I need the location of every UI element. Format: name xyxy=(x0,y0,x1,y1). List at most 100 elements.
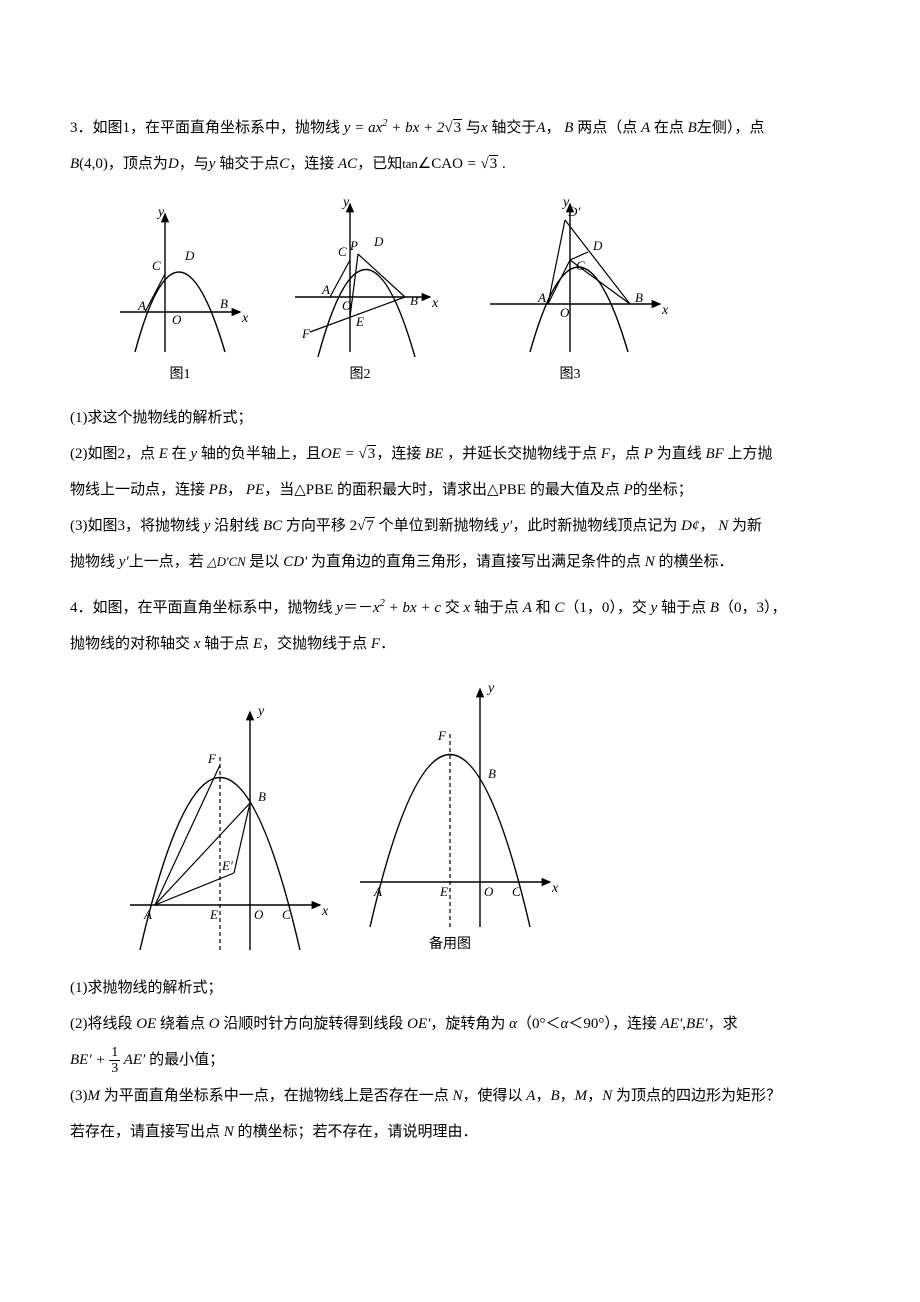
p4p2l2-p: + xyxy=(92,1052,110,1068)
p3p3-Dp: D¢ xyxy=(677,518,699,534)
p3p2l2-PB: PB xyxy=(205,482,227,498)
svg-text:A: A xyxy=(137,298,146,313)
problem-4: 4．如图，在平面直角坐标系中，抛物线 y＝－x2 + bx + c 交 x 轴于… xyxy=(70,590,860,1150)
p3p2-BE: BE xyxy=(421,446,443,462)
p3p3l2-c: 是以 xyxy=(246,554,280,570)
p4p2-AEp: AE′ xyxy=(657,1016,682,1032)
p3p3l2-d: 为直角边的直角三角形，请直接写出满足条件的点 xyxy=(307,554,641,570)
p3p2-P: P xyxy=(640,446,653,462)
p4-y: y xyxy=(333,600,343,616)
svg-text:E: E xyxy=(209,907,218,922)
p3p2-m7: 上方抛 xyxy=(724,446,773,462)
svg-text:C: C xyxy=(576,258,585,273)
svg-text:C: C xyxy=(282,907,291,922)
p3-fig1-label: 图1 xyxy=(110,364,250,385)
p3p2-F: F xyxy=(597,446,610,462)
p3p3-m1: 沿射线 xyxy=(210,518,259,534)
p4-m2: 轴于点 xyxy=(470,600,519,616)
p3-fig2: y x A B C D E F P O 图2 xyxy=(280,192,440,385)
p4p2l2-frac: 13 xyxy=(109,1045,120,1077)
svg-text:C: C xyxy=(338,244,347,259)
svg-text:F: F xyxy=(437,728,447,743)
svg-text:y: y xyxy=(156,205,165,220)
p3l2-m4: ，连接 xyxy=(289,156,334,172)
p3-part3-l2: 抛物线 y′上一点，若 △D'CN 是以 CD' 为直角边的直角三角形，请直接写… xyxy=(70,544,860,580)
p3l2-sqrtarg: 3 xyxy=(489,155,499,172)
p4-co1: （1，0），交 xyxy=(564,600,647,616)
p3p2-E: E xyxy=(155,446,168,462)
p4p3l2-a: 若存在，请直接写出点 xyxy=(70,1124,220,1140)
p3p2l2-c: ，当 xyxy=(264,482,294,498)
p3-c1: ， xyxy=(546,120,561,136)
svg-text:A: A xyxy=(321,282,330,297)
p4-fig2: y x A C E B F O 备用图 xyxy=(340,672,560,955)
p4-C: C xyxy=(551,600,565,616)
p4-line2: 抛物线的对称轴交 x 轴于点 E，交抛物线于点 F． xyxy=(70,626,860,662)
p3l2-C: C xyxy=(279,156,289,172)
p3-fig3-label: 图3 xyxy=(470,364,670,385)
p4p2-m1: 绕着点 xyxy=(156,1016,205,1032)
p4l2-pre: 抛物线的对称轴交 xyxy=(70,636,190,652)
p4-B: B xyxy=(706,600,719,616)
p4p3-c1: ， xyxy=(535,1088,550,1104)
p3p3-m3: 个单位到新抛物线 xyxy=(375,518,499,534)
p3p2-eq: = xyxy=(341,446,359,462)
p3l2-AC: AC xyxy=(334,156,357,172)
p3p3l2-N2: N xyxy=(641,554,655,570)
p3-fig2-svg: y x A B C D E F P O xyxy=(280,192,440,362)
p4l2-p: ． xyxy=(380,636,395,652)
svg-text:O: O xyxy=(484,884,494,899)
p4-fig1: y x A C E E′ B F O xyxy=(110,695,330,955)
p3-eq-a: ax xyxy=(368,120,382,136)
p4p3-N: N xyxy=(449,1088,463,1104)
svg-text:B: B xyxy=(635,290,643,305)
p3p3l2-e: 的横坐标． xyxy=(655,554,734,570)
p3l2-m5: ，已知 xyxy=(357,156,402,172)
p4-rest: ＝－ xyxy=(343,600,373,616)
p3p3-m4: ，此时新抛物线顶点记为 xyxy=(512,518,677,534)
svg-text:E: E xyxy=(355,314,364,329)
p3l2-ang: ∠CAO xyxy=(418,156,463,172)
p3-m3: 两点（点 xyxy=(573,120,637,136)
p3-B2: B xyxy=(684,120,697,136)
p3p3-N: N xyxy=(714,518,728,534)
p4p3-pre: (3) xyxy=(70,1088,88,1104)
p3l2-D: D xyxy=(168,156,179,172)
p4p2-OE: OE xyxy=(133,1016,157,1032)
p3p2-OE: OE xyxy=(321,446,341,462)
p3-m5: 左侧），点 xyxy=(697,120,765,136)
svg-text:E′: E′ xyxy=(221,858,233,873)
p3p2-m1: 在 xyxy=(168,446,187,462)
p3p3-BC: BC xyxy=(259,518,282,534)
p3-part1: (1)求这个抛物线的解析式； xyxy=(70,400,860,436)
svg-text:F: F xyxy=(301,326,311,341)
p4p2-m2: 沿顺时针方向旋转得到线段 xyxy=(220,1016,404,1032)
p4p2l2-BEp: BE′ xyxy=(70,1052,92,1068)
p3p3-yp: y′ xyxy=(499,518,513,534)
p4p3l2-N: N xyxy=(220,1124,234,1140)
p4-fig2-svg: y x A C E B F O xyxy=(340,672,560,932)
p3-fig3-svg: y x A B C D D′ O xyxy=(470,192,670,362)
p3p3-m2: 方向平移 xyxy=(282,518,346,534)
p4-pre: 如图，在平面直角坐标系中，抛物线 xyxy=(93,600,333,616)
svg-text:B: B xyxy=(258,789,266,804)
p3p3l2-tri: △D'CN xyxy=(204,555,246,569)
p4p2-pre: (2)将线段 xyxy=(70,1016,133,1032)
p3l2-m3: 轴交于点 xyxy=(215,156,279,172)
p3p2l2-a: 物线上一动点，连接 xyxy=(70,482,205,498)
p3p2l2-f: 的坐标； xyxy=(633,482,693,498)
svg-text:D: D xyxy=(184,248,195,263)
p3p2-m6: 为直线 xyxy=(653,446,702,462)
svg-text:B: B xyxy=(220,296,228,311)
p3p2l2-PE: PE xyxy=(242,482,264,498)
p3p3-m5: ， xyxy=(699,518,714,534)
svg-text:O: O xyxy=(172,312,182,327)
p3p2-y: y xyxy=(187,446,197,462)
p3-sqrt: 3 xyxy=(444,110,462,146)
p4-part1: (1)求抛物线的解析式； xyxy=(70,970,860,1006)
p3-part3: (3)如图3，将抛物线 y 沿射线 BC 方向平移 27 个单位到新抛物线 y′… xyxy=(70,508,860,544)
p4-c: c xyxy=(434,600,441,616)
p3p3-y: y xyxy=(200,518,210,534)
p3p3l2-CDp: CD' xyxy=(279,554,307,570)
p3p2-m5: ，点 xyxy=(610,446,640,462)
